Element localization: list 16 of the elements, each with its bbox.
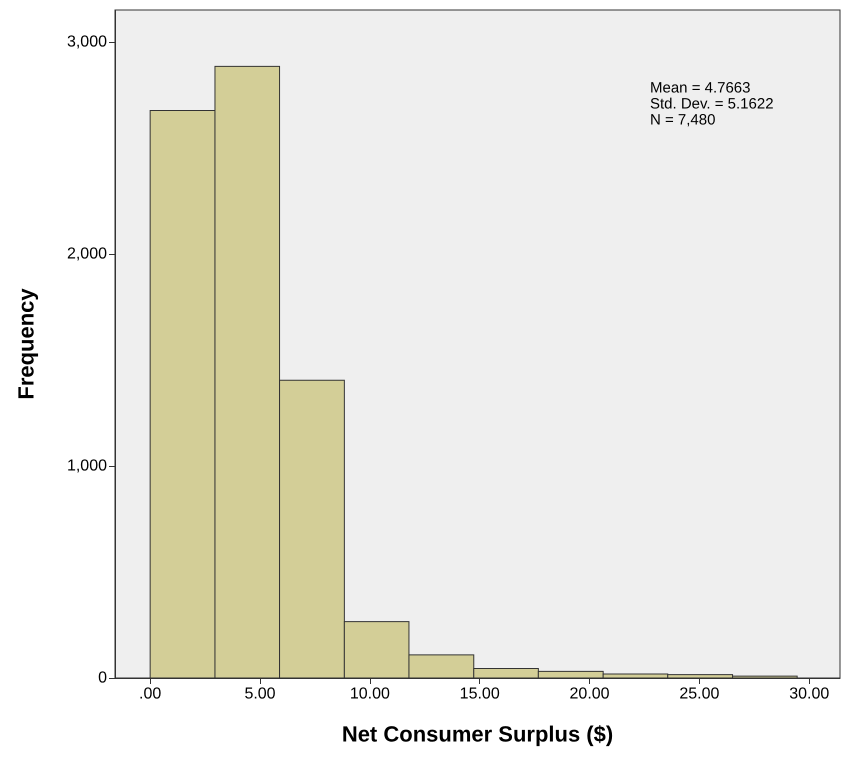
annotation: Mean = 4.7663 bbox=[650, 80, 750, 96]
x-tick-label: .00 bbox=[139, 686, 162, 702]
annotation: Std. Dev. = 5.1622 bbox=[650, 96, 774, 112]
y-axis-title: Frequency bbox=[14, 288, 38, 400]
x-tick-label: 30.00 bbox=[789, 686, 830, 702]
y-tick-label: 0 bbox=[98, 670, 108, 686]
y-tick-label: 1,000 bbox=[66, 457, 108, 474]
annotation: N = 7,480 bbox=[650, 112, 716, 128]
x-axis-title: Net Consumer Surplus ($) bbox=[342, 722, 614, 746]
x-tick-label: 15.00 bbox=[460, 686, 500, 702]
y-tick-label: 3,000 bbox=[66, 33, 108, 50]
x-tick-label: 20.00 bbox=[570, 686, 610, 702]
y-tick-label: 2,000 bbox=[66, 245, 108, 262]
x-tick-label: 5.00 bbox=[244, 686, 276, 702]
x-tick-label: 10.00 bbox=[350, 686, 390, 702]
x-tick-label: 25.00 bbox=[679, 686, 720, 702]
